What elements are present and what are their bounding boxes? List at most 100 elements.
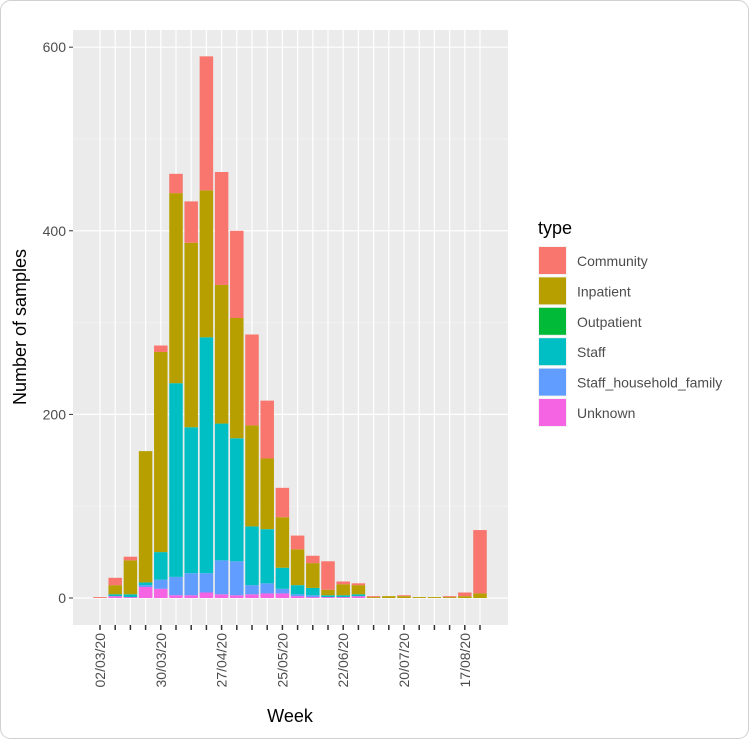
x-axis-title: Week bbox=[267, 706, 314, 726]
bar-segment bbox=[306, 587, 320, 596]
bar-segment bbox=[351, 583, 366, 586]
bar-segment bbox=[366, 597, 381, 599]
bar-segment bbox=[123, 594, 138, 598]
bar-segment bbox=[260, 593, 274, 599]
x-tick-label: 22/06/20 bbox=[335, 633, 351, 688]
bar-segment bbox=[199, 337, 214, 574]
bar-segment bbox=[321, 589, 335, 596]
bar-segment bbox=[336, 581, 350, 585]
bar-segment bbox=[366, 596, 381, 598]
bar-segment bbox=[321, 597, 335, 599]
legend-title: type bbox=[538, 218, 572, 238]
bar-segment bbox=[260, 458, 274, 530]
bar-segment bbox=[245, 585, 259, 595]
bar-segment bbox=[351, 594, 366, 597]
bar-segment bbox=[230, 438, 244, 562]
bar-segment bbox=[290, 594, 305, 597]
bar-segment bbox=[123, 597, 138, 599]
bar-segment bbox=[275, 593, 290, 599]
bar-segment bbox=[275, 567, 290, 589]
legend-swatch bbox=[539, 338, 566, 366]
bar-segment bbox=[108, 577, 122, 586]
bar-segment bbox=[230, 230, 244, 318]
bar-segment bbox=[184, 595, 198, 599]
bar-segment bbox=[336, 595, 350, 598]
bar-segment bbox=[473, 530, 487, 594]
bar-segment bbox=[214, 284, 229, 424]
bar-segment bbox=[442, 596, 457, 598]
bar-segment bbox=[351, 585, 366, 595]
y-tick-label: 600 bbox=[43, 39, 67, 55]
bar-segment bbox=[108, 594, 122, 597]
bar-segment bbox=[123, 560, 138, 595]
bar-segment bbox=[306, 563, 320, 588]
bar-segment bbox=[184, 201, 198, 243]
bar-segment bbox=[199, 573, 214, 593]
bar-segment bbox=[321, 595, 335, 598]
y-tick-label: 400 bbox=[43, 223, 67, 239]
bar-segment bbox=[306, 595, 320, 598]
x-tick-label: 25/05/20 bbox=[274, 633, 290, 688]
bar-segment bbox=[214, 594, 229, 599]
bar-segment bbox=[275, 588, 290, 594]
x-tick-label: 17/08/20 bbox=[457, 633, 473, 688]
bar-segment bbox=[214, 560, 229, 595]
bar-segment bbox=[427, 597, 442, 599]
legend-label: Staff bbox=[577, 344, 606, 360]
legend-swatch bbox=[539, 399, 566, 426]
bar-segment bbox=[290, 549, 305, 586]
bar-segment bbox=[154, 579, 168, 589]
bar-segment bbox=[138, 582, 153, 586]
panel bbox=[73, 30, 508, 625]
bar-segment bbox=[351, 596, 366, 599]
bar-segment bbox=[458, 592, 472, 597]
bar-segment bbox=[397, 596, 411, 599]
legend-swatch bbox=[539, 247, 566, 274]
legend-swatch bbox=[539, 277, 566, 305]
bar-segment bbox=[306, 555, 320, 564]
bar-segment bbox=[260, 583, 274, 594]
bar-segment bbox=[412, 597, 426, 599]
bar-segment bbox=[169, 173, 183, 194]
bar-segment bbox=[154, 552, 168, 580]
bar-segment bbox=[154, 351, 168, 553]
bar-segment bbox=[336, 584, 350, 596]
bar-segment bbox=[306, 597, 320, 599]
bar-segment bbox=[245, 594, 259, 599]
bar-segment bbox=[275, 517, 290, 568]
bar-segment bbox=[138, 451, 153, 583]
bar-segment bbox=[321, 561, 335, 590]
legend-label: Outpatient bbox=[577, 314, 642, 330]
bar-segment bbox=[230, 595, 244, 599]
bar-segment bbox=[138, 585, 153, 587]
y-tick-label: 0 bbox=[58, 590, 66, 606]
bar-segment bbox=[458, 596, 472, 599]
bar-segment bbox=[290, 535, 305, 550]
bar-segment bbox=[214, 172, 229, 285]
bar-segment bbox=[245, 425, 259, 527]
bar-segment bbox=[199, 592, 214, 599]
legend-label: Community bbox=[577, 253, 648, 269]
bar-segment bbox=[230, 561, 244, 596]
legend-label: Inpatient bbox=[577, 283, 631, 299]
bar-segment bbox=[260, 400, 274, 459]
bar-segment bbox=[214, 423, 229, 561]
bar-segment bbox=[93, 597, 107, 599]
bar-segment bbox=[108, 596, 122, 599]
bar-segment bbox=[245, 526, 259, 586]
bar-segment bbox=[169, 576, 183, 596]
bar-segment bbox=[230, 317, 244, 439]
bar-segment bbox=[260, 529, 274, 584]
bar-segment bbox=[442, 597, 457, 599]
bar-segment bbox=[473, 593, 487, 599]
bar-segment bbox=[290, 585, 305, 595]
bar-segment bbox=[154, 345, 168, 352]
bar-segment bbox=[154, 588, 168, 599]
bar-segment bbox=[169, 383, 183, 577]
bar-segment bbox=[184, 242, 198, 428]
y-axis-title: Number of samples bbox=[10, 249, 30, 405]
legend-label: Unknown bbox=[577, 405, 635, 421]
y-tick-label: 200 bbox=[43, 406, 67, 422]
bar-segment bbox=[199, 56, 214, 191]
